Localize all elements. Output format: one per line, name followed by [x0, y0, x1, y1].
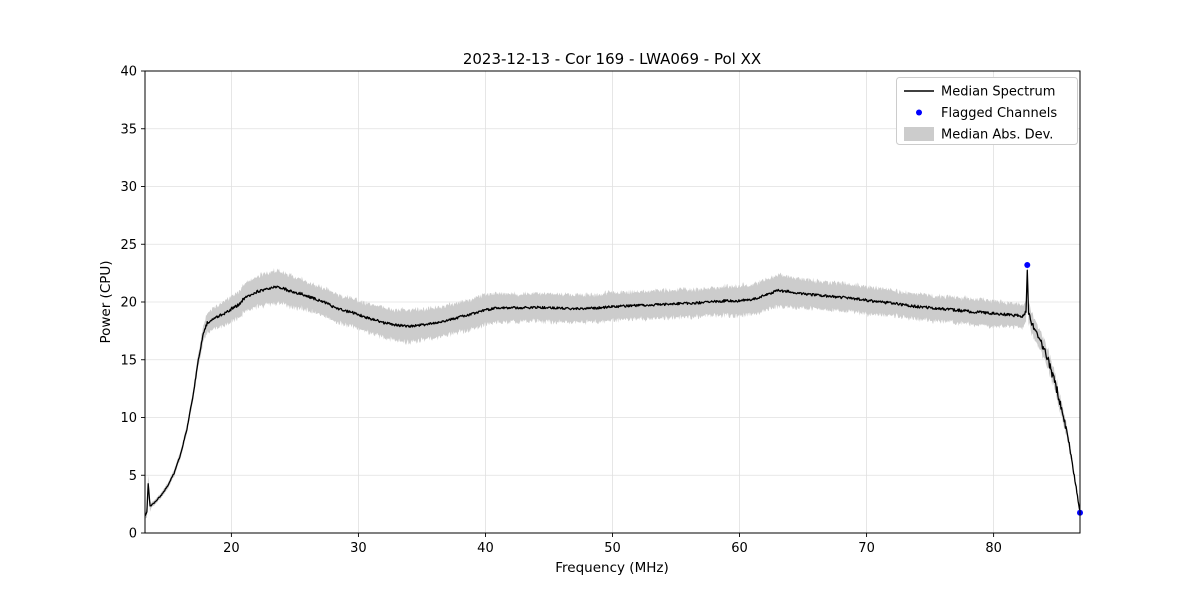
- x-tick-label: 30: [350, 541, 367, 556]
- flagged-channel-point: [1024, 262, 1031, 269]
- y-tick-label: 10: [120, 411, 137, 426]
- y-tick-label: 0: [129, 527, 137, 542]
- y-tick-label: 25: [120, 238, 137, 253]
- legend-dot-sample: [916, 109, 922, 116]
- legend: Median Spectrum Flagged Channels Median …: [896, 77, 1078, 145]
- median-spectrum-line: [144, 269, 1081, 517]
- x-axis-label: Frequency (MHz): [555, 560, 668, 576]
- y-tick-label: 40: [120, 65, 137, 80]
- x-tick-label: 60: [731, 541, 748, 556]
- mad-band-layer: [145, 260, 1080, 519]
- x-tick-label: 70: [858, 541, 875, 556]
- y-tick-label: 35: [120, 122, 137, 137]
- y-tick-label: 30: [120, 180, 137, 195]
- x-tick-label: 40: [477, 541, 494, 556]
- y-tick-label: 15: [120, 353, 137, 368]
- legend-label-flagged-channels: Flagged Channels: [941, 106, 1057, 121]
- legend-box: [896, 77, 1078, 145]
- x-tick-label: 20: [223, 541, 240, 556]
- x-tick-label: 80: [985, 541, 1002, 556]
- legend-label-median-abs-dev: Median Abs. Dev.: [941, 128, 1053, 143]
- y-axis-label: Power (CPU): [98, 260, 114, 343]
- median-spectrum-layer: [144, 269, 1081, 517]
- legend-label-median-spectrum: Median Spectrum: [941, 85, 1055, 100]
- chart-title: 2023-12-13 - Cor 169 - LWA069 - Pol XX: [463, 50, 761, 68]
- mad-band: [145, 260, 1080, 519]
- x-tick-label: 50: [604, 541, 621, 556]
- legend-band-sample: [904, 127, 934, 141]
- y-tick-label: 5: [129, 469, 137, 484]
- y-tick-label: 20: [120, 296, 137, 311]
- tick-layer: 20 30 40 50 60 70 80 0 5 10 15 20 25 30 35 40: [120, 65, 1001, 557]
